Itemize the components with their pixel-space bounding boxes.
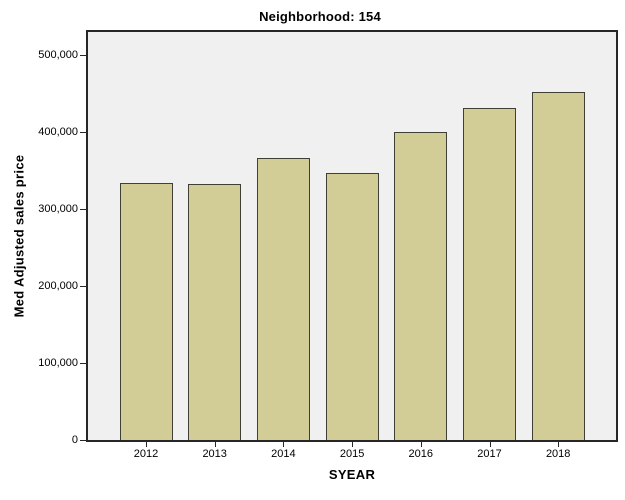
x-tick-mark — [420, 442, 422, 447]
bar-2013 — [188, 184, 242, 440]
y-tick-mark — [80, 132, 86, 133]
y-tick-label: 200,000 — [38, 280, 78, 292]
x-tick-label: 2015 — [339, 448, 365, 460]
x-tick-label: 2017 — [477, 448, 502, 460]
y-axis-title: Med Adjusted sales price — [11, 154, 27, 318]
x-tick-label: 2013 — [202, 448, 227, 460]
chart-title: Neighborhood: 154 — [259, 9, 381, 24]
x-axis-title: SYEAR — [328, 467, 376, 482]
y-tick-mark — [80, 55, 86, 56]
y-tick-label: 0 — [71, 434, 78, 446]
x-tick-mark — [489, 442, 491, 447]
x-tick-mark — [283, 442, 285, 447]
x-tick-mark — [558, 442, 560, 447]
y-tick-label: 100,000 — [38, 357, 78, 369]
y-tick-label: 300,000 — [38, 203, 78, 215]
y-tick-label: 500,000 — [38, 49, 78, 61]
x-tick-mark — [214, 442, 216, 447]
x-tick-label: 2018 — [545, 448, 571, 460]
bar-2012 — [119, 183, 173, 440]
bar-2015 — [325, 173, 379, 440]
plot-area — [86, 30, 618, 442]
y-tick-label: 400,000 — [38, 126, 78, 138]
y-tick-mark — [80, 209, 86, 210]
x-tick-mark — [146, 442, 147, 447]
y-tick-mark — [80, 440, 86, 441]
bar-2018 — [531, 92, 585, 440]
x-tick-label: 2012 — [133, 448, 159, 460]
x-tick-mark — [352, 442, 354, 447]
bar-2017 — [463, 108, 516, 440]
bar-2016 — [394, 132, 448, 440]
x-tick-label: 2014 — [271, 448, 296, 460]
bar-2014 — [256, 158, 310, 440]
x-tick-label: 2016 — [408, 448, 434, 460]
y-tick-mark — [80, 286, 86, 287]
y-tick-mark — [80, 363, 86, 364]
